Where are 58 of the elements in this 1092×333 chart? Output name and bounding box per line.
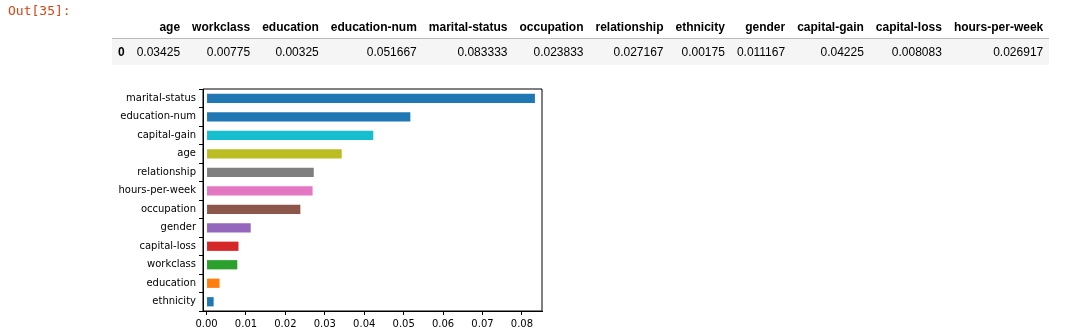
data-label: 0.00325 xyxy=(256,38,325,65)
bar xyxy=(207,93,535,103)
y-tick-label: hours-per-week xyxy=(118,184,197,196)
data-label: 0.04225 xyxy=(791,38,870,65)
bar xyxy=(207,112,411,122)
y-tick-label: education-num xyxy=(120,110,196,122)
data-label: 0.051667 xyxy=(324,38,423,65)
bar xyxy=(207,167,314,177)
data-label: 0.083333 xyxy=(422,38,514,65)
x-tick-label: 0.05 xyxy=(392,317,415,329)
category-label: capital-gain xyxy=(791,16,870,39)
bar xyxy=(207,260,238,270)
y-tick-label: relationship xyxy=(137,165,196,177)
x-tick-label: 0.03 xyxy=(313,317,336,329)
bar xyxy=(207,223,251,233)
data-label: 0.027167 xyxy=(589,38,670,65)
bar xyxy=(207,186,313,196)
data-label: 0.00775 xyxy=(186,38,257,65)
bar xyxy=(207,204,301,214)
bar xyxy=(207,130,374,140)
y-tick-label: workclass xyxy=(146,258,196,270)
category-label: education xyxy=(256,16,325,39)
data-label: 0.008083 xyxy=(869,38,948,65)
x-tick-label: 0.04 xyxy=(353,317,376,329)
category-label: workclass xyxy=(186,16,257,39)
y-tick-label: education xyxy=(146,276,196,288)
bar xyxy=(207,278,220,288)
category-label: marital-status xyxy=(422,16,514,39)
category-label: occupation xyxy=(513,16,590,39)
category-label: capital-loss xyxy=(869,16,948,39)
x-tick-label: 0.06 xyxy=(431,317,455,329)
x-tick-label: 0.08 xyxy=(510,317,534,329)
text: 0 xyxy=(112,38,131,65)
y-tick-label: age xyxy=(177,147,196,159)
data-label: 0.03425 xyxy=(130,38,187,65)
y-tick-label: capital-gain xyxy=(137,128,196,140)
category-label: ethnicity xyxy=(669,16,731,39)
bar xyxy=(207,241,239,251)
category-label: hours-per-week xyxy=(947,16,1050,39)
category-label: education-num xyxy=(324,16,423,39)
x-tick-label: 0.07 xyxy=(471,317,494,329)
y-tick-label: marital-status xyxy=(126,91,196,103)
x-tick-label: 0.02 xyxy=(274,317,297,329)
bar xyxy=(207,149,342,159)
data-label: 0.023833 xyxy=(513,38,590,65)
data-label: 0.026917 xyxy=(947,38,1050,65)
bar xyxy=(207,297,214,307)
data-label: 0.011167 xyxy=(730,38,792,65)
x-tick-label: 0.01 xyxy=(234,317,258,329)
y-tick-label: occupation xyxy=(140,202,196,214)
y-tick-label: capital-loss xyxy=(139,239,196,251)
text: Out[35]: xyxy=(8,3,71,18)
y-tick-label: ethnicity xyxy=(152,295,197,307)
y-tick-label: gender xyxy=(160,221,197,233)
category-label: gender xyxy=(730,16,792,39)
x-tick-label: 0.00 xyxy=(195,317,218,329)
category-label: relationship xyxy=(589,16,670,39)
data-label: 0.00175 xyxy=(669,38,731,65)
